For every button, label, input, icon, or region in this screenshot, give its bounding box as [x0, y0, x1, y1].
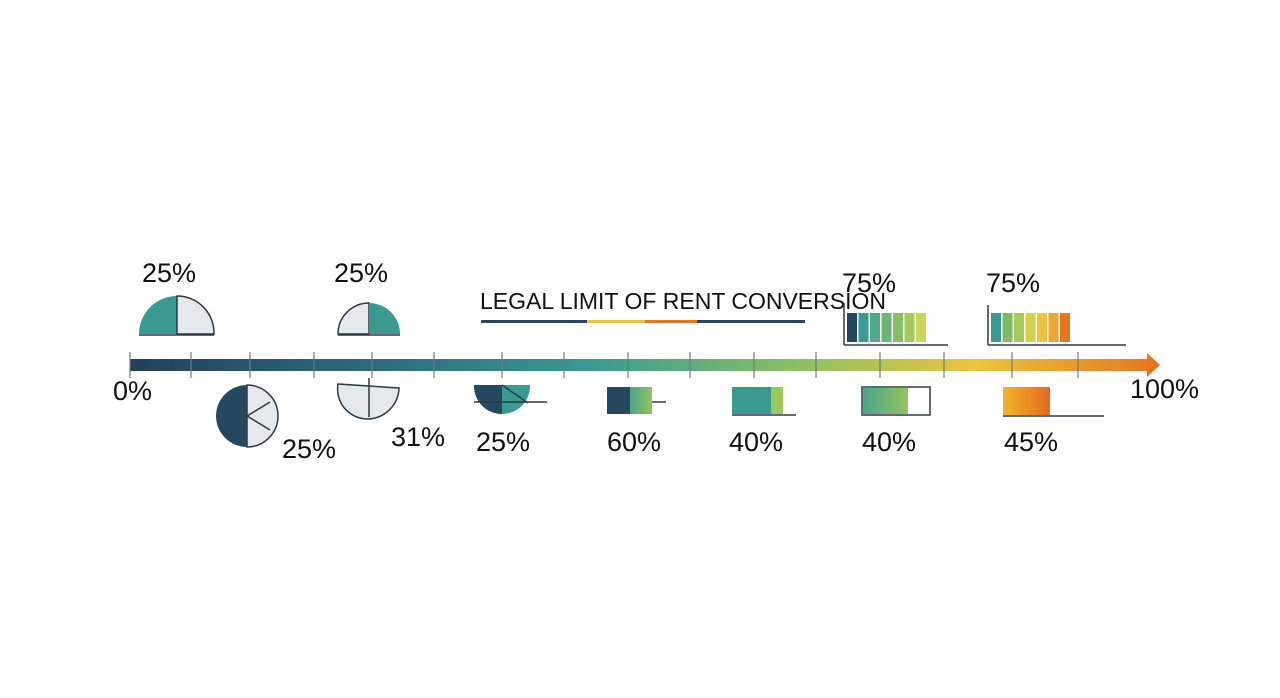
segment: [881, 313, 892, 342]
segment: [1014, 313, 1024, 342]
marker-4: 31%: [336, 378, 445, 452]
segment: [1002, 313, 1013, 342]
segment: [893, 313, 903, 342]
marker-8: 40%: [861, 386, 931, 457]
marker-7-bar-green: [771, 387, 783, 414]
marker-1-label: 25%: [142, 258, 196, 288]
marker-3-half-pie-empty: [337, 302, 370, 335]
marker-10: 75%: [842, 268, 948, 346]
marker-3: 25%: [334, 258, 400, 336]
marker-8-bar-fill: [863, 388, 908, 414]
segment: [847, 313, 857, 342]
axis-arrow-head: [1147, 353, 1160, 377]
segment: [858, 313, 869, 342]
marker-10-segments: [847, 313, 926, 342]
marker-7-label: 40%: [729, 427, 783, 457]
marker-11-label: 75%: [986, 268, 1040, 298]
marker-6-bar-navy: [607, 387, 630, 414]
marker-6-bar-green: [630, 387, 652, 414]
chart-title: LEGAL LIMIT OF RENT CONVERSION: [480, 288, 886, 314]
marker-11: 75%: [986, 268, 1126, 346]
marker-9: 45%: [1003, 387, 1104, 457]
marker-5: 25%: [473, 384, 547, 457]
segment: [1048, 313, 1059, 342]
segment: [1025, 313, 1036, 342]
marker-9-bar-fill: [1003, 387, 1050, 415]
marker-1-half-pie-empty: [176, 295, 215, 335]
segment: [1060, 313, 1070, 342]
marker-7-bar-teal: [732, 387, 771, 414]
segment: [916, 313, 926, 342]
marker-3-label: 25%: [334, 258, 388, 288]
marker-2-pie-empty: [246, 384, 279, 448]
marker-9-label: 45%: [1004, 427, 1058, 457]
marker-10-label: 75%: [842, 268, 896, 298]
marker-3-half-pie-filled: [369, 303, 400, 334]
marker-5-teal: [502, 385, 531, 415]
axis-ticks: [129, 352, 1079, 378]
axis-start-label: 0%: [113, 376, 152, 406]
marker-4-label: 31%: [391, 422, 445, 452]
marker-5-filled: [473, 385, 502, 415]
timeline-axis: [129, 352, 1160, 378]
marker-2-label: 25%: [282, 434, 336, 464]
marker-6: 60%: [607, 387, 666, 457]
marker-2-pie-filled: [216, 385, 247, 447]
marker-6-label: 60%: [607, 427, 661, 457]
marker-11-segments: [991, 313, 1070, 342]
segment: [904, 313, 915, 342]
segment: [1037, 313, 1047, 342]
marker-1-half-pie-filled: [139, 296, 177, 334]
marker-5-label: 25%: [476, 427, 530, 457]
axis-end-label: 100%: [1130, 374, 1199, 404]
segment: [870, 313, 880, 342]
segment: [991, 313, 1001, 342]
marker-2: 25%: [216, 384, 336, 464]
title-underline: [481, 320, 805, 323]
marker-8-label: 40%: [862, 427, 916, 457]
marker-7: 40%: [729, 387, 796, 457]
marker-1: 25%: [139, 258, 215, 336]
